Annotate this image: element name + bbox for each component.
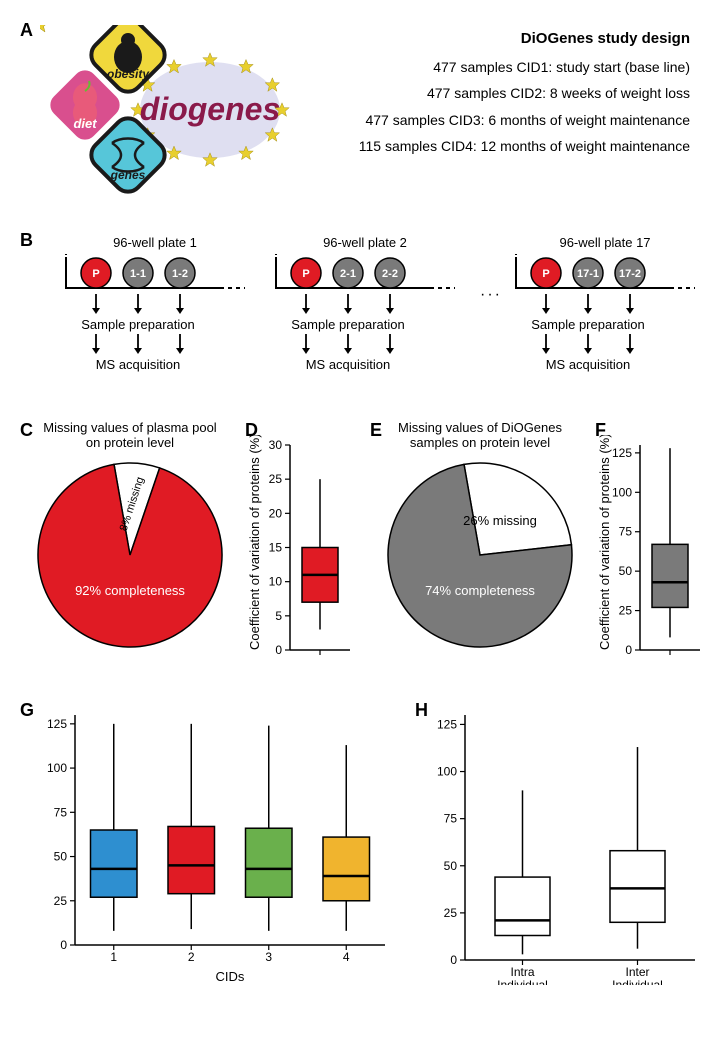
svg-text:Sample preparation: Sample preparation <box>291 317 404 332</box>
svg-text:P: P <box>302 268 309 280</box>
svg-text:1-2: 1-2 <box>172 268 188 280</box>
study-line-4: 115 samples CID4: 12 months of weight ma… <box>359 133 690 160</box>
svg-text:17-2: 17-2 <box>619 268 641 280</box>
svg-text:2: 2 <box>188 950 195 964</box>
svg-text:75: 75 <box>619 525 633 539</box>
svg-text:25: 25 <box>444 906 458 920</box>
svg-text:92% completeness: 92% completeness <box>75 583 185 598</box>
svg-text:1: 1 <box>110 950 117 964</box>
study-design-text: DiOGenes study design 477 samples CID1: … <box>359 25 690 160</box>
svg-text:2-1: 2-1 <box>340 268 356 280</box>
svg-text:25: 25 <box>54 894 68 908</box>
svg-text:100: 100 <box>612 485 632 499</box>
svg-text:125: 125 <box>47 717 67 731</box>
svg-text:MS acquisition: MS acquisition <box>306 357 391 372</box>
study-title: DiOGenes study design <box>359 25 690 54</box>
panel-a-label: A <box>20 20 33 41</box>
plate-group-2: 96-well plate 2 P 2-1 2-2 Sample preparation… <box>270 235 460 409</box>
panel-c: Missing values of plasma poolon protein … <box>30 420 230 655</box>
svg-text:125: 125 <box>437 717 457 731</box>
svg-text:10: 10 <box>269 575 283 589</box>
svg-text:50: 50 <box>619 564 633 578</box>
panel-c-title: Missing values of plasma poolon protein … <box>30 420 230 450</box>
row-cdef: C Missing values of plasma poolon protei… <box>20 420 700 680</box>
plate-title: 96-well plate 17 <box>510 235 700 250</box>
svg-text:Intra: Intra <box>510 965 534 979</box>
svg-text:2-2: 2-2 <box>382 268 398 280</box>
svg-text:25: 25 <box>269 472 283 486</box>
svg-text:3: 3 <box>265 950 272 964</box>
panel-b-label: B <box>20 230 33 251</box>
svg-text:100: 100 <box>47 761 67 775</box>
svg-text:Sample preparation: Sample preparation <box>531 317 644 332</box>
logo-diet-text: diet <box>73 116 97 131</box>
svg-text:75: 75 <box>54 805 68 819</box>
logo-obesity-text: obesity <box>107 67 150 81</box>
svg-text:0: 0 <box>275 643 282 657</box>
svg-text:15: 15 <box>269 541 283 555</box>
pie-e-svg: 26% missing 74% completeness <box>380 450 580 650</box>
svg-text:Inter: Inter <box>625 965 649 979</box>
svg-text:Coefficient of variation of p: Coefficient of variation of proteins (%) <box>247 435 262 650</box>
panel-a: A obesity <box>20 20 700 210</box>
study-line-1: 477 samples CID1: study start (base line… <box>359 54 690 81</box>
svg-text:4: 4 <box>343 950 350 964</box>
ellipsis-icon: ··· <box>480 286 502 304</box>
svg-text:0: 0 <box>450 953 457 967</box>
boxplot-d-svg: 0 5 10 15 20 25 30 Coefficient of variation of … <box>245 435 355 675</box>
pie-c-svg: 8% missing92% completeness <box>30 450 230 650</box>
svg-text:Individual: Individual <box>497 978 548 985</box>
svg-text:74% completeness: 74% completeness <box>425 583 535 598</box>
svg-text:25: 25 <box>619 604 633 618</box>
svg-text:5: 5 <box>275 609 282 623</box>
svg-text:0: 0 <box>625 643 632 657</box>
row-gh: G 02550751001251234CIDs H 0255075100125I… <box>20 700 700 990</box>
svg-text:MS acquisition: MS acquisition <box>96 357 181 372</box>
svg-text:26% missing: 26% missing <box>463 513 537 528</box>
svg-text:30: 30 <box>269 438 283 452</box>
svg-text:17-1: 17-1 <box>577 268 599 280</box>
svg-text:MS acquisition: MS acquisition <box>546 357 631 372</box>
plate-title: 96-well plate 1 <box>60 235 250 250</box>
svg-text:Coefficient of variation of p: Coefficient of variation of proteins (%) <box>597 435 612 650</box>
logo-genes-text: genes <box>110 168 146 182</box>
plate-title: 96-well plate 2 <box>270 235 460 250</box>
panel-e: Missing values of DiOGenessamples on pro… <box>380 420 580 655</box>
svg-text:50: 50 <box>444 859 458 873</box>
svg-text:1-1: 1-1 <box>130 268 146 280</box>
panel-b: B 96-well plate 1 P 1-1 1-2 Sample preparati… <box>20 230 700 400</box>
plate-group-1: 96-well plate 1 P 1-1 1-2 Sample preparation… <box>60 235 250 409</box>
diogenes-logo: obesity diet <box>40 25 300 205</box>
svg-text:Sample preparation: Sample preparation <box>81 317 194 332</box>
svg-text:50: 50 <box>54 850 68 864</box>
svg-text:100: 100 <box>437 765 457 779</box>
plate-group-3: 96-well plate 17 P 17-1 17-2 Sample preparat… <box>510 235 700 409</box>
svg-text:CIDs: CIDs <box>216 969 245 984</box>
panel-e-title: Missing values of DiOGenessamples on pro… <box>380 420 580 450</box>
svg-text:P: P <box>542 268 549 280</box>
boxplot-f-svg: 0 25 50 75 100 125Coefficient of variation of… <box>595 435 705 675</box>
logo-brand-text: diogenes <box>140 91 280 127</box>
study-line-3: 477 samples CID3: 6 months of weight mai… <box>359 107 690 134</box>
svg-text:125: 125 <box>612 446 632 460</box>
svg-text:P: P <box>92 268 99 280</box>
svg-text:20: 20 <box>269 506 283 520</box>
svg-text:0: 0 <box>60 938 67 952</box>
boxplot-g-svg: 0 25 50 75 100 125 1 2 3 4 CIDs <box>30 705 390 985</box>
study-line-2: 477 samples CID2: 8 weeks of weight loss <box>359 80 690 107</box>
svg-text:75: 75 <box>444 812 458 826</box>
boxplot-h-svg: 0255075100125IntraIndividualInterIndivid… <box>420 705 700 985</box>
svg-text:Individual: Individual <box>612 978 663 985</box>
